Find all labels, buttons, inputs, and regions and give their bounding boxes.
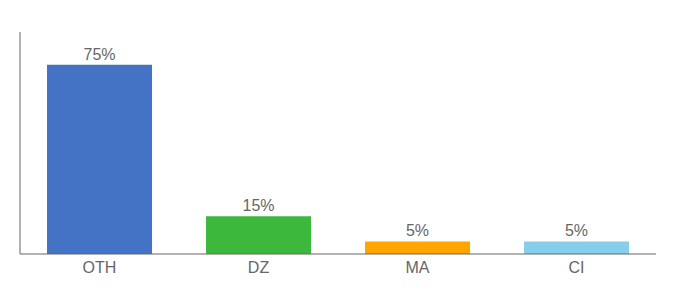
svg-text:MA: MA <box>406 259 430 276</box>
svg-text:CI: CI <box>569 259 585 276</box>
svg-text:75%: 75% <box>84 46 116 63</box>
svg-text:15%: 15% <box>243 197 275 214</box>
svg-text:OTH: OTH <box>83 259 117 276</box>
svg-text:DZ: DZ <box>248 259 270 276</box>
svg-text:5%: 5% <box>406 222 429 239</box>
svg-text:5%: 5% <box>565 222 588 239</box>
